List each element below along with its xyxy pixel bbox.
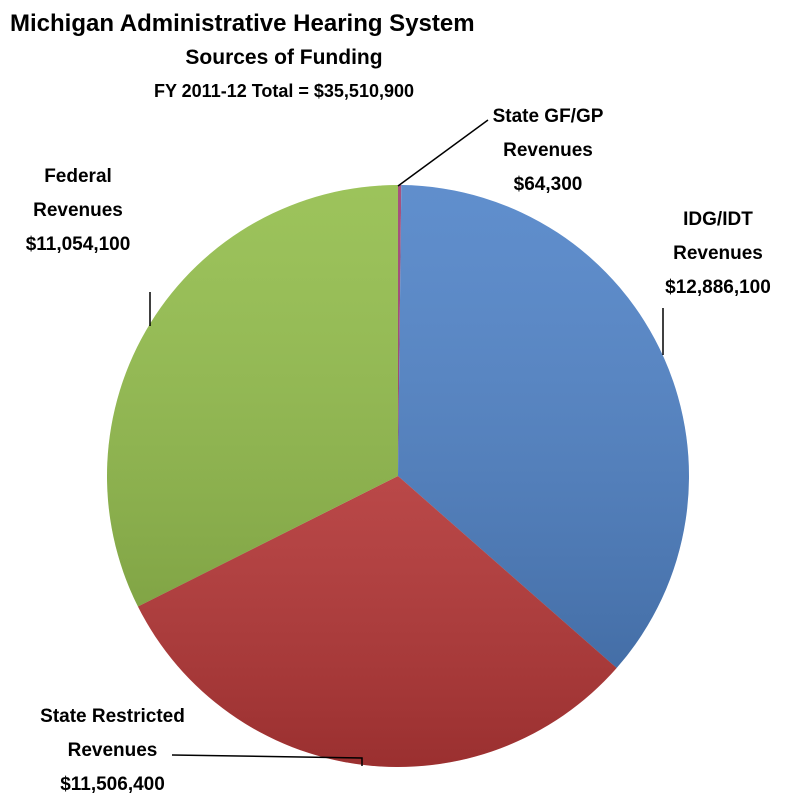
category-label: State GF/GP Revenues: [492, 106, 604, 161]
category-label: IDG/IDT Revenues: [673, 209, 763, 264]
slice-label: IDG/IDT Revenues $12,886,100: [648, 203, 788, 305]
leader-line: [397, 119, 489, 187]
chart-subtitle: Sources of Funding: [185, 46, 383, 69]
slice-label: Federal Revenues $11,054,100: [0, 160, 156, 262]
slice-label: State GF/GP Revenues $64,300: [478, 100, 618, 202]
shade-overlay: [107, 185, 689, 767]
category-label: Federal Revenues: [33, 166, 123, 221]
leader-line: [171, 754, 363, 766]
value-label: $12,886,100: [665, 277, 771, 298]
value-label: $11,506,400: [60, 774, 165, 794]
category-label: State Restricted Revenues: [40, 706, 185, 761]
slice-label: State Restricted Revenues $11,506,400: [40, 700, 185, 794]
value-label: $11,054,100: [25, 234, 131, 255]
chart-title: Michigan Administrative Hearing System: [10, 10, 475, 37]
total-label: FY 2011-12 Total = $35,510,900: [153, 81, 414, 101]
value-label: $64,300: [513, 174, 583, 195]
